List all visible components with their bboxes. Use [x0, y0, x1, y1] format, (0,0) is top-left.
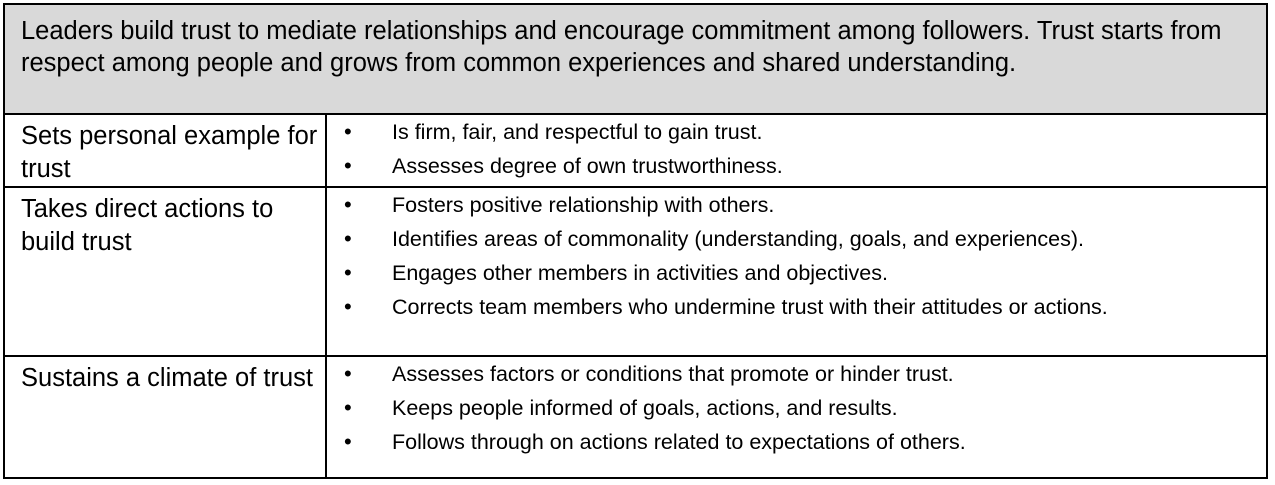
list-item-text: Is firm, fair, and respectful to gain tr… [392, 120, 763, 144]
table-header: Leaders build trust to mediate relations… [5, 5, 1266, 115]
list-item-text: Engages other members in activities and … [392, 261, 888, 285]
table-row-sustains-climate: Sustains a climate of trust • Assesses fa… [5, 357, 1266, 477]
bullet-list: • Is firm, fair, and respectful to gain t… [327, 119, 1256, 179]
list-item: • Assesses factors or conditions that pro… [327, 361, 1256, 387]
bullet-list: • Assesses factors or conditions that pro… [327, 361, 1256, 455]
bullet-icon: • [344, 429, 352, 454]
trust-competency-table: Leaders build trust to mediate relations… [3, 3, 1268, 479]
list-item-text: Assesses degree of own trustworthiness. [392, 154, 783, 178]
row-bullets: • Is firm, fair, and respectful to gain t… [327, 115, 1266, 186]
list-item-text: Fosters positive relationship with other… [392, 193, 775, 217]
bullet-icon: • [344, 395, 352, 420]
bullet-icon: • [344, 192, 352, 217]
row-label: Sets personal example for trust [5, 115, 327, 186]
bullet-icon: • [344, 294, 352, 319]
bullet-icon: • [344, 119, 352, 144]
bullet-list: • Fosters positive relationship with othe… [327, 192, 1256, 320]
list-item: • Follows through on actions related to e… [327, 429, 1256, 455]
list-item: • Identifies areas of commonality (unders… [327, 226, 1256, 252]
row-bullets: • Assesses factors or conditions that pro… [327, 357, 1266, 477]
list-item: • Is firm, fair, and respectful to gain t… [327, 119, 1256, 145]
list-item: • Corrects team members who undermine tru… [327, 294, 1256, 320]
bullet-icon: • [344, 361, 352, 386]
row-label: Takes direct actions to build trust [5, 188, 327, 355]
list-item: • Assesses degree of own trustworthiness. [327, 153, 1256, 179]
bullet-icon: • [344, 260, 352, 285]
list-item-text: Follows through on actions related to ex… [392, 430, 966, 454]
list-item-text: Identifies areas of commonality (underst… [392, 227, 1084, 251]
list-item-text: Keeps people informed of goals, actions,… [392, 396, 898, 420]
row-label: Sustains a climate of trust [5, 357, 327, 477]
list-item-text: Assesses factors or conditions that prom… [392, 362, 954, 386]
list-item: • Keeps people informed of goals, actions… [327, 395, 1256, 421]
list-item-text: Corrects team members who undermine trus… [392, 295, 1108, 319]
table-row-sets-personal-example: Sets personal example for trust • Is firm… [5, 115, 1266, 188]
row-bullets: • Fosters positive relationship with othe… [327, 188, 1266, 355]
bullet-icon: • [344, 153, 352, 178]
bullet-icon: • [344, 226, 352, 251]
list-item: • Engages other members in activities and… [327, 260, 1256, 286]
list-item: • Fosters positive relationship with othe… [327, 192, 1256, 218]
table-row-takes-direct-actions: Takes direct actions to build trust • Fos… [5, 188, 1266, 357]
